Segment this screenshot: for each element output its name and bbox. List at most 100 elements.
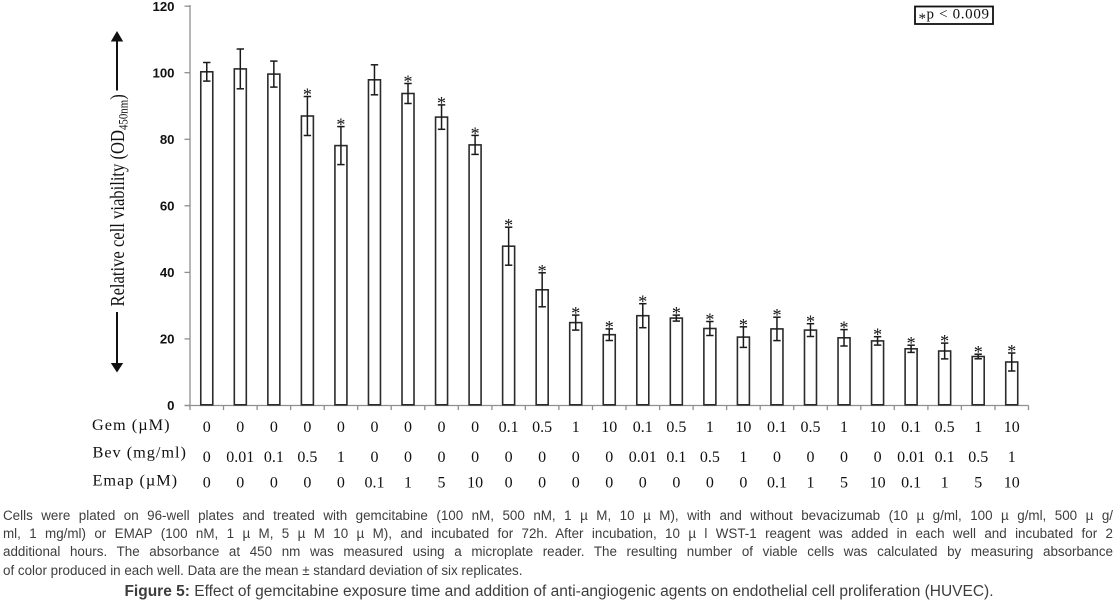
- svg-text:5: 5: [438, 475, 446, 492]
- svg-text:0: 0: [203, 449, 211, 466]
- svg-text:0.5: 0.5: [297, 449, 317, 466]
- svg-text:0: 0: [538, 449, 546, 466]
- svg-text:10: 10: [1004, 419, 1020, 436]
- svg-text:*: *: [705, 310, 714, 330]
- svg-text:0.1: 0.1: [264, 449, 284, 466]
- svg-text:60: 60: [160, 198, 175, 213]
- svg-text:0: 0: [370, 449, 378, 466]
- svg-text:0: 0: [404, 419, 412, 436]
- svg-text:0: 0: [236, 475, 244, 492]
- svg-text:0.1: 0.1: [935, 449, 955, 466]
- svg-text:0: 0: [236, 419, 244, 436]
- svg-text:*: *: [974, 342, 983, 362]
- svg-text:0: 0: [471, 449, 479, 466]
- svg-text:0: 0: [337, 419, 345, 436]
- svg-text:10: 10: [870, 419, 886, 436]
- svg-text:1: 1: [572, 419, 580, 436]
- svg-text:*: *: [504, 215, 513, 235]
- svg-text:0: 0: [739, 475, 747, 492]
- svg-text:*: *: [672, 303, 681, 323]
- svg-text:*: *: [940, 331, 949, 351]
- svg-text:0: 0: [605, 449, 613, 466]
- svg-text:20: 20: [160, 332, 175, 347]
- svg-text:5: 5: [840, 475, 848, 492]
- svg-text:1: 1: [974, 419, 982, 436]
- svg-text:*: *: [873, 325, 882, 345]
- svg-text:*: *: [605, 317, 614, 337]
- svg-text:10: 10: [735, 419, 751, 436]
- svg-text:0: 0: [471, 419, 479, 436]
- svg-text:0: 0: [505, 475, 513, 492]
- svg-text:0: 0: [773, 449, 781, 466]
- svg-text:*: *: [538, 261, 547, 281]
- svg-text:*: *: [907, 333, 916, 353]
- svg-text:0.1: 0.1: [499, 419, 519, 436]
- svg-text:Gem (µM): Gem (µM): [92, 415, 170, 434]
- svg-text:0.01: 0.01: [226, 449, 254, 466]
- svg-text:0.1: 0.1: [767, 475, 787, 492]
- svg-text:0.5: 0.5: [700, 449, 720, 466]
- svg-text:0: 0: [167, 398, 174, 413]
- svg-text:1: 1: [739, 449, 747, 466]
- svg-text:*: *: [471, 123, 480, 143]
- svg-text:0: 0: [404, 449, 412, 466]
- svg-text:1: 1: [706, 419, 714, 436]
- svg-text:*: *: [739, 315, 748, 335]
- svg-text:10: 10: [1004, 475, 1020, 492]
- svg-text:*: *: [437, 93, 446, 113]
- svg-text:100: 100: [152, 65, 174, 80]
- svg-text:0: 0: [505, 449, 513, 466]
- svg-text:*: *: [336, 115, 345, 135]
- svg-text:80: 80: [160, 132, 175, 147]
- svg-text:10: 10: [467, 475, 483, 492]
- svg-text:0.5: 0.5: [935, 419, 955, 436]
- svg-text:*: *: [840, 318, 849, 338]
- svg-text:0: 0: [605, 475, 613, 492]
- svg-text:1: 1: [840, 419, 848, 436]
- svg-text:*: *: [404, 72, 413, 92]
- svg-text:0: 0: [438, 449, 446, 466]
- svg-text:10: 10: [870, 475, 886, 492]
- svg-text:*: *: [1007, 341, 1016, 361]
- svg-text:0: 0: [572, 449, 580, 466]
- svg-text:0.01: 0.01: [629, 449, 657, 466]
- svg-text:0: 0: [706, 475, 714, 492]
- svg-text:0.5: 0.5: [968, 449, 988, 466]
- svg-text:1: 1: [806, 475, 814, 492]
- svg-text:1: 1: [337, 449, 345, 466]
- svg-text:0: 0: [203, 475, 211, 492]
- svg-text:0.1: 0.1: [364, 475, 384, 492]
- svg-text:0.5: 0.5: [532, 419, 552, 436]
- svg-text:0: 0: [337, 475, 345, 492]
- svg-text:*: *: [806, 312, 815, 332]
- svg-text:*: *: [571, 303, 580, 323]
- svg-text:0: 0: [270, 419, 278, 436]
- svg-text:0: 0: [438, 419, 446, 436]
- svg-text:0.1: 0.1: [633, 419, 653, 436]
- svg-text:0: 0: [572, 475, 580, 492]
- svg-text:1: 1: [404, 475, 412, 492]
- svg-text:Bev (mg/ml): Bev (mg/ml): [93, 442, 186, 461]
- svg-text:0: 0: [303, 475, 311, 492]
- svg-text:Relative cell viability (OD450: Relative cell viability (OD450nm): [107, 94, 131, 306]
- svg-text:0.5: 0.5: [800, 419, 820, 436]
- svg-text:1: 1: [1008, 449, 1016, 466]
- svg-text:*p < 0.009: *p < 0.009: [919, 6, 990, 27]
- svg-text:0: 0: [303, 419, 311, 436]
- svg-text:0.5: 0.5: [666, 419, 686, 436]
- svg-text:0.1: 0.1: [901, 475, 921, 492]
- svg-text:5: 5: [974, 475, 982, 492]
- svg-text:*: *: [303, 85, 312, 105]
- svg-text:0.1: 0.1: [901, 419, 921, 436]
- svg-text:1: 1: [941, 475, 949, 492]
- svg-text:0: 0: [370, 419, 378, 436]
- svg-text:120: 120: [152, 0, 174, 14]
- svg-text:Emap (µM): Emap (µM): [93, 471, 178, 490]
- svg-text:0: 0: [639, 475, 647, 492]
- svg-text:0: 0: [270, 475, 278, 492]
- svg-text:0: 0: [874, 449, 882, 466]
- svg-text:0: 0: [538, 475, 546, 492]
- svg-text:*: *: [772, 305, 781, 325]
- svg-text:0: 0: [840, 449, 848, 466]
- svg-text:10: 10: [601, 419, 617, 436]
